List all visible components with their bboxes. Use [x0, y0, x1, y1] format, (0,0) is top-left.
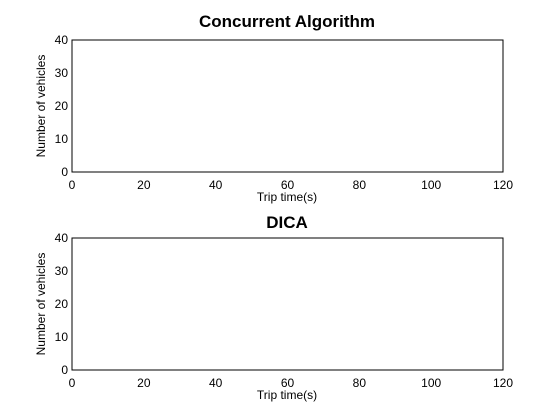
x-tick-label: 120 [493, 376, 513, 390]
x-tick-label: 100 [421, 376, 441, 390]
y-tick-label: 40 [55, 231, 69, 245]
y-axis-label: Number of vehicles [34, 253, 48, 356]
x-ticks: 0 20 40 60 80 100 120 [69, 40, 513, 192]
y-tick-label: 20 [55, 297, 69, 311]
concurrent-algorithm-panel: Concurrent Algorithm 0 20 40 60 80 100 120 0 10… [34, 12, 513, 204]
y-tick-label: 0 [61, 363, 68, 377]
y-tick-label: 20 [55, 99, 69, 113]
x-tick-label: 0 [69, 178, 76, 192]
plot-border [71, 237, 504, 371]
x-tick-label: 120 [493, 178, 513, 192]
x-tick-label: 80 [353, 178, 367, 192]
y-tick-label: 30 [55, 66, 69, 80]
x-axis-label: Trip time(s) [257, 388, 317, 402]
y-tick-label: 0 [61, 165, 68, 179]
chart-title: DICA [266, 213, 308, 232]
x-tick-label: 40 [209, 178, 223, 192]
x-axis-label: Trip time(s) [257, 190, 317, 204]
x-tick-label: 100 [421, 178, 441, 192]
y-tick-label: 10 [55, 132, 69, 146]
x-tick-label: 20 [137, 376, 151, 390]
x-tick-label: 60 [281, 376, 295, 390]
x-tick-label: 0 [69, 376, 76, 390]
x-tick-label: 60 [281, 178, 295, 192]
plot-border [71, 39, 504, 173]
y-tick-label: 10 [55, 330, 69, 344]
y-tick-label: 30 [55, 264, 69, 278]
x-tick-label: 20 [137, 178, 151, 192]
x-tick-label: 80 [353, 376, 367, 390]
chart-title: Concurrent Algorithm [199, 12, 375, 31]
x-tick-label: 40 [209, 376, 223, 390]
y-axis-label: Number of vehicles [34, 55, 48, 158]
y-tick-label: 40 [55, 33, 69, 47]
dica-panel: DICA 0 20 40 60 80 100 120 0 10 20 30 40 Trip time… [34, 213, 513, 402]
